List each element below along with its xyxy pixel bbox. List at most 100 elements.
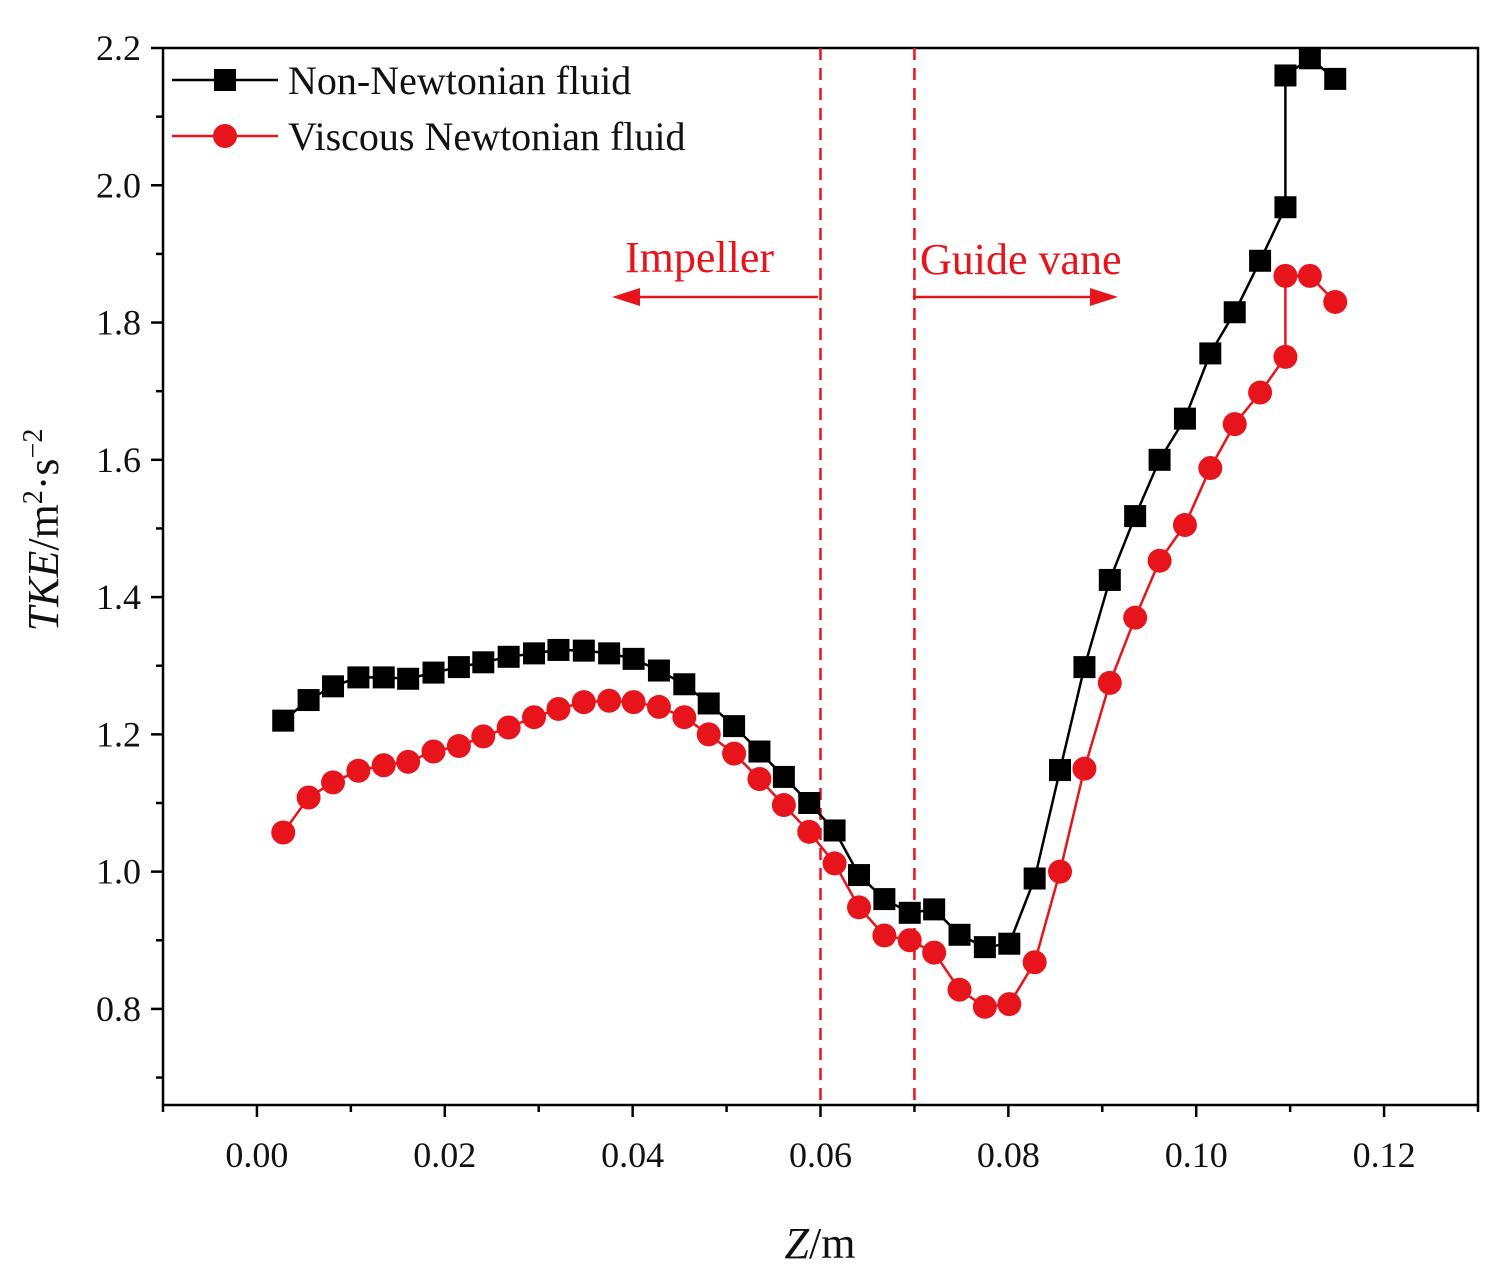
data-point-newtonian [296, 785, 321, 810]
data-point-nonnewtonian [1274, 196, 1297, 219]
y-tick-label: 2.2 [96, 28, 141, 68]
data-point-newtonian [496, 715, 521, 740]
y-tick-label: 0.8 [96, 989, 141, 1029]
data-point-newtonian [722, 741, 747, 766]
data-point-nonnewtonian [1023, 867, 1046, 890]
data-point-newtonian [646, 694, 671, 719]
data-point-nonnewtonian [272, 709, 295, 732]
legend: Non-Newtonian fluid Viscous Newtonian fl… [172, 58, 686, 159]
data-point-newtonian [1072, 756, 1097, 781]
data-point-newtonian [396, 749, 421, 774]
data-point-newtonian [922, 940, 947, 965]
y-tick-label: 1.0 [96, 852, 141, 892]
data-point-nonnewtonian [447, 656, 470, 679]
y-axis-ticks: 0.8 1.0 1.2 1.4 1.6 1.8 2.0 2.2 [96, 28, 163, 1079]
data-point-nonnewtonian [823, 819, 846, 842]
data-point-nonnewtonian [923, 898, 946, 921]
data-point-nonnewtonian [723, 715, 746, 738]
y-tick-label: 1.4 [96, 577, 141, 617]
data-point-newtonian [1222, 412, 1247, 437]
data-point-nonnewtonian [772, 765, 795, 788]
data-point-newtonian [1097, 670, 1122, 695]
x-tick-label: 0.06 [789, 1135, 852, 1175]
data-point-nonnewtonian [1274, 64, 1297, 87]
data-point-newtonian [271, 820, 296, 845]
data-point-nonnewtonian [673, 673, 696, 696]
y-tick-label: 2.0 [96, 165, 141, 205]
data-point-newtonian [421, 739, 446, 764]
data-point-nonnewtonian [1223, 301, 1246, 324]
region-boundaries [819, 48, 916, 1105]
data-point-newtonian [972, 994, 997, 1019]
data-point-nonnewtonian [1249, 249, 1272, 272]
guide-vane-arrow-head [1090, 288, 1118, 306]
region-annotations: Impeller Guide vane [612, 233, 1122, 306]
x-axis-ticks: 0.00 0.02 0.04 0.06 0.08 0.10 0.12 [161, 1105, 1480, 1175]
data-point-newtonian [897, 928, 922, 953]
data-point-newtonian [471, 724, 496, 749]
data-point-newtonian [747, 766, 772, 791]
data-point-nonnewtonian [1124, 505, 1147, 528]
data-point-nonnewtonian [422, 661, 445, 684]
data-point-newtonian [1022, 950, 1047, 975]
guide-vane-label: Guide vane [920, 235, 1122, 284]
data-point-newtonian [621, 690, 646, 715]
series-line-newtonian [282, 274, 1337, 1009]
impeller-label: Impeller [625, 233, 774, 282]
data-point-newtonian [1198, 456, 1223, 481]
data-point-nonnewtonian [748, 740, 771, 763]
data-point-newtonian [1273, 344, 1298, 369]
data-point-newtonian [822, 851, 847, 876]
data-point-nonnewtonian [1324, 67, 1347, 90]
legend-label-nonnewtonian: Non-Newtonian fluid [288, 58, 631, 103]
data-point-nonnewtonian [1173, 407, 1196, 430]
data-point-newtonian [1248, 380, 1273, 405]
data-point-nonnewtonian [523, 642, 546, 665]
data-point-nonnewtonian [322, 675, 345, 698]
data-point-nonnewtonian [1298, 47, 1321, 70]
data-point-nonnewtonian [1073, 656, 1096, 679]
x-tick-label: 0.04 [601, 1135, 664, 1175]
data-point-nonnewtonian [547, 638, 570, 661]
data-point-newtonian [847, 895, 872, 920]
data-point-newtonian [771, 793, 796, 818]
data-point-nonnewtonian [998, 932, 1021, 955]
data-point-newtonian [696, 722, 721, 747]
legend-label-newtonian: Viscous Newtonian fluid [288, 114, 686, 159]
x-tick-label: 0.12 [1353, 1135, 1416, 1175]
impeller-arrow-head [612, 288, 640, 306]
data-point-newtonian [346, 758, 371, 783]
data-point-nonnewtonian [898, 901, 921, 924]
data-point-nonnewtonian [647, 659, 670, 682]
data-point-nonnewtonian [697, 692, 720, 715]
data-point-nonnewtonian [1049, 759, 1072, 782]
data-point-nonnewtonian [1199, 342, 1222, 365]
data-point-newtonian [797, 819, 822, 844]
data-point-nonnewtonian [873, 888, 896, 911]
x-tick-label: 0.10 [1165, 1135, 1228, 1175]
legend-marker-nonnewtonian [214, 69, 236, 91]
data-point-newtonian [1147, 548, 1172, 573]
data-point-nonnewtonian [973, 936, 996, 959]
data-point-nonnewtonian [598, 642, 621, 665]
x-axis-title: Z/m [785, 1219, 856, 1268]
x-tick-label: 0.02 [413, 1135, 476, 1175]
data-point-newtonian [546, 696, 571, 721]
data-point-newtonian [371, 753, 396, 778]
data-point-nonnewtonian [848, 864, 871, 887]
data-point-newtonian [597, 688, 622, 713]
data-point-newtonian [321, 770, 346, 795]
data-point-nonnewtonian [798, 792, 821, 814]
data-point-nonnewtonian [1148, 448, 1171, 471]
data-point-newtonian [522, 705, 547, 730]
y-tick-label: 1.2 [96, 714, 141, 754]
data-point-newtonian [1297, 263, 1322, 288]
data-point-newtonian [997, 992, 1022, 1017]
data-point-newtonian [1273, 263, 1298, 288]
x-tick-label: 0.00 [225, 1135, 288, 1175]
data-point-newtonian [446, 734, 471, 759]
data-point-nonnewtonian [397, 667, 420, 690]
data-point-nonnewtonian [472, 651, 495, 674]
data-point-newtonian [1172, 513, 1197, 538]
